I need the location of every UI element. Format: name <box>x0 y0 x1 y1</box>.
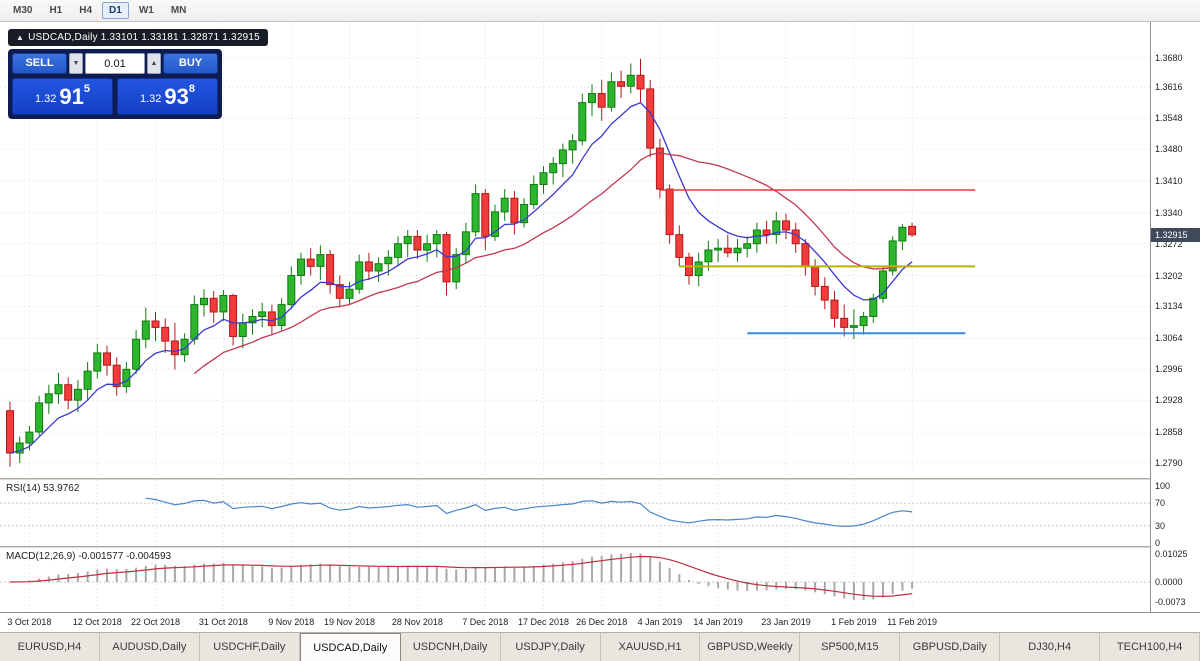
time-axis-label: 3 Oct 2018 <box>7 617 52 627</box>
tab-usdcnh-daily[interactable]: USDCNH,Daily <box>401 633 501 661</box>
time-axis-label: 7 Dec 2018 <box>462 617 509 627</box>
price-axis-label: 1.3480 <box>1155 144 1183 154</box>
time-axis-label: 19 Nov 2018 <box>323 617 376 627</box>
sell-price-display[interactable]: 1.32 91 5 <box>12 78 113 115</box>
price-axis-label: 1.2996 <box>1155 364 1183 375</box>
candlestick-chart[interactable] <box>0 22 1150 478</box>
price-axis-label: 1.2928 <box>1155 395 1183 406</box>
price-axis-label: 1.3548 <box>1155 113 1183 124</box>
tab-gbpusd-weekly[interactable]: GBPUSD,Weekly <box>700 633 801 661</box>
buy-price-display[interactable]: 1.32 93 8 <box>117 78 218 115</box>
time-axis[interactable]: 3 Oct 2018 12 Oct 2018 22 Oct 2018 31 Oct 2… <box>0 612 1200 632</box>
sell-button[interactable]: SELL <box>12 53 67 74</box>
panel-divider[interactable] <box>0 546 1200 548</box>
macd-scale-label: -0.0073 <box>1155 596 1186 607</box>
time-axis-label: 26 Dec 2018 <box>576 617 628 627</box>
price-axis-label: 1.2858 <box>1155 427 1183 438</box>
tab-eurusd-h4[interactable]: EURUSD,H4 <box>0 633 100 661</box>
tab-dj30-h4[interactable]: DJ30,H4 <box>1000 633 1101 661</box>
time-axis-label: 1 Feb 2019 <box>831 617 877 627</box>
timeframe-toolbar: M30 H1 H4 D1 W1 MN <box>0 0 1200 22</box>
rsi-indicator-chart[interactable] <box>0 480 1150 546</box>
chart-tabs-bar: EURUSD,H4 AUDUSD,Daily USDCHF,Daily USDCAD,… <box>0 632 1200 661</box>
price-axis[interactable]: 1.3680 1.3616 1.3548 1.3480 1.3410 1.3340 1.32… <box>1150 22 1200 612</box>
ohlc-text: USDCAD,Daily 1.33101 1.33181 1.32871 1.3… <box>28 32 260 43</box>
timeframe-button-d1[interactable]: D1 <box>102 2 129 19</box>
tab-tech100-h4[interactable]: TECH100,H4 <box>1100 633 1200 661</box>
timeframe-button-h1[interactable]: H1 <box>42 2 69 19</box>
time-axis-label: 28 Nov 2018 <box>391 617 443 627</box>
tab-usdchf-daily[interactable]: USDCHF,Daily <box>200 633 300 661</box>
chart-window: ▲ USDCAD,Daily 1.33101 1.33181 1.32871 1.… <box>0 22 1200 632</box>
timeframe-button-h4[interactable]: H4 <box>72 2 99 19</box>
time-axis-label: 17 Dec 2018 <box>517 617 570 627</box>
price-axis-label: 1.3410 <box>1155 175 1183 186</box>
sell-price-pip-digit: 5 <box>83 83 91 95</box>
current-price-badge: 1.32915 <box>1151 227 1200 242</box>
timeframe-button-mn[interactable]: MN <box>164 2 194 19</box>
rsi-scale-label: 30 <box>1155 520 1166 531</box>
tab-usdjpy-daily[interactable]: USDJPY,Daily <box>501 633 601 661</box>
buy-price-prefix: 1.32 <box>139 92 162 105</box>
tab-usdcad-daily[interactable]: USDCAD,Daily <box>299 633 401 661</box>
lot-size-input[interactable] <box>85 53 145 74</box>
price-axis-label: 1.3680 <box>1155 53 1183 63</box>
price-axis-label: 1.3272 <box>1155 238 1183 249</box>
buy-price-pip-digit: 8 <box>188 83 196 95</box>
time-axis-label: 11 Feb 2019 <box>887 617 938 627</box>
price-axis-label: 1.3340 <box>1155 207 1183 218</box>
timeframe-button-w1[interactable]: W1 <box>132 2 161 19</box>
price-axis-label: 1.3616 <box>1155 82 1183 93</box>
price-axis-label: 1.3134 <box>1155 301 1183 312</box>
time-axis-label: 14 Jan 2019 <box>693 617 743 627</box>
ohlc-label: ▲ USDCAD,Daily 1.33101 1.33181 1.32871 1.… <box>8 29 268 46</box>
rsi-scale-label: 70 <box>1155 498 1166 509</box>
price-axis-label: 1.3202 <box>1155 270 1183 281</box>
sell-price-prefix: 1.32 <box>34 92 57 105</box>
lot-decrease-button[interactable]: ▼ <box>69 53 83 74</box>
time-axis-label: 4 Jan 2019 <box>637 617 683 627</box>
price-axis-label: 1.3064 <box>1155 333 1183 344</box>
macd-scale-label: 0.01025 <box>1155 549 1188 560</box>
panel-divider[interactable] <box>0 478 1200 480</box>
lot-increase-button[interactable]: ▲ <box>147 53 161 74</box>
tab-sp500-m15[interactable]: SP500,M15 <box>800 633 901 661</box>
time-axis-label: 12 Oct 2018 <box>72 617 122 627</box>
time-axis-label: 31 Oct 2018 <box>198 617 248 627</box>
rsi-title: RSI(14) 53.9762 <box>6 483 80 494</box>
buy-button[interactable]: BUY <box>163 53 218 74</box>
tab-xauusd-h1[interactable]: XAUUSD,H1 <box>601 633 701 661</box>
time-axis-label: 22 Oct 2018 <box>130 617 181 627</box>
macd-title: MACD(12,26,9) -0.001577 -0.004593 <box>6 551 172 562</box>
timeframe-button-m30[interactable]: M30 <box>6 2 39 19</box>
rsi-scale-label: 0 <box>1155 538 1161 548</box>
macd-indicator-chart[interactable] <box>0 548 1150 612</box>
buy-price-big-digits: 93 <box>164 83 189 109</box>
sell-price-big-digits: 91 <box>59 83 84 109</box>
tab-audusd-daily[interactable]: AUDUSD,Daily <box>100 633 200 661</box>
price-axis-label: 1.2790 <box>1155 458 1183 468</box>
tab-gbpusd-daily[interactable]: GBPUSD,Daily <box>900 633 1001 661</box>
macd-scale-label: 0.0000 <box>1155 577 1183 587</box>
rsi-scale-label: 100 <box>1155 481 1171 491</box>
collapse-arrow-icon[interactable]: ▲ <box>16 33 25 42</box>
time-axis-label: 23 Jan 2019 <box>761 617 811 627</box>
time-axis-label: 9 Nov 2018 <box>268 617 315 627</box>
